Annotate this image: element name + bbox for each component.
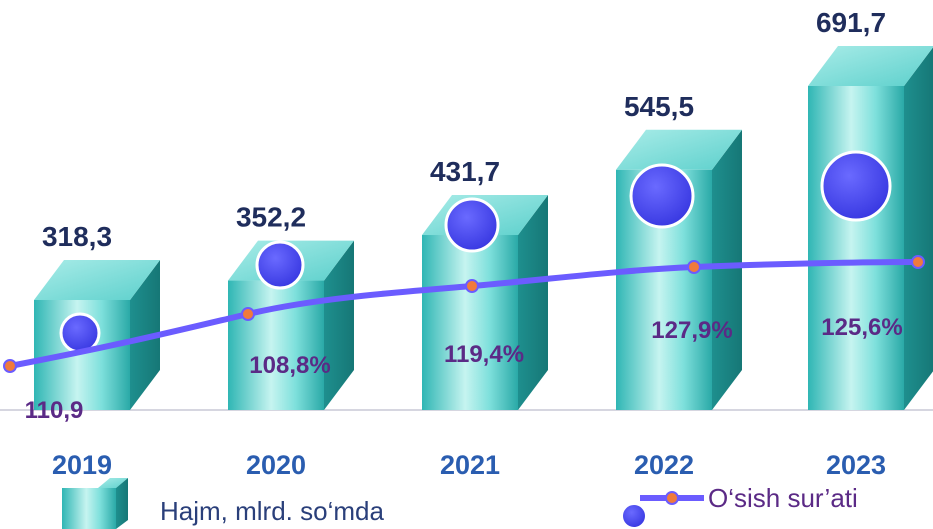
bar-side <box>324 240 354 410</box>
legend-item-volume: Hajm, mlrd. so‘mda <box>62 478 384 529</box>
legend-bubble-icon <box>621 503 647 529</box>
growth-label-2023: 125,6% <box>821 314 902 341</box>
year-label-2019: 2019 <box>52 450 112 480</box>
bubble-2021 <box>444 197 500 253</box>
growth-point-2020 <box>241 307 255 321</box>
bar-top <box>616 129 742 170</box>
value-label-2022: 545,5 <box>624 91 694 122</box>
growth-point-2022 <box>687 260 701 274</box>
growth-label-2019: 110,9 <box>25 397 84 424</box>
growth-label-2020: 108,8% <box>249 352 330 379</box>
bar-top <box>808 46 933 86</box>
growth-point-2023 <box>911 255 925 269</box>
legend: Hajm, mlrd. so‘mda O‘sish sur’ati <box>62 478 858 529</box>
bar-side <box>712 129 742 410</box>
bubble-2023 <box>820 150 892 222</box>
bar-2023 <box>808 46 933 410</box>
bar-side <box>518 195 548 410</box>
year-label-2020: 2020 <box>246 450 306 480</box>
legend-marker-icon <box>665 491 679 505</box>
legend-bar-side <box>116 478 128 529</box>
legend-bar-top <box>98 478 128 488</box>
year-label-2022: 2022 <box>634 450 694 480</box>
value-label-2023: 691,7 <box>816 7 886 38</box>
bar-top <box>34 260 160 300</box>
bar-side <box>904 47 933 410</box>
value-label-2021: 431,7 <box>430 156 500 187</box>
growth-point-2019 <box>3 359 17 373</box>
growth-label-2022: 127,9% <box>651 317 732 344</box>
year-label-2021: 2021 <box>440 450 500 480</box>
bubble-2020 <box>255 240 305 290</box>
value-label-2019: 318,3 <box>42 221 112 252</box>
bar-front <box>422 235 518 410</box>
legend-label-volume: Hajm, mlrd. so‘mda <box>160 496 384 526</box>
bubble-2022 <box>629 163 695 229</box>
legend-label-growth: O‘sish sur’ati <box>708 483 858 513</box>
legend-bar-icon <box>62 488 116 529</box>
legend-item-growth: O‘sish sur’ati <box>621 483 858 529</box>
year-label-2023: 2023 <box>826 450 886 480</box>
value-label-2020: 352,2 <box>236 202 306 233</box>
bar-front <box>808 86 904 410</box>
growth-point-2021 <box>465 279 479 293</box>
growth-label-2021: 119,4% <box>444 341 524 368</box>
